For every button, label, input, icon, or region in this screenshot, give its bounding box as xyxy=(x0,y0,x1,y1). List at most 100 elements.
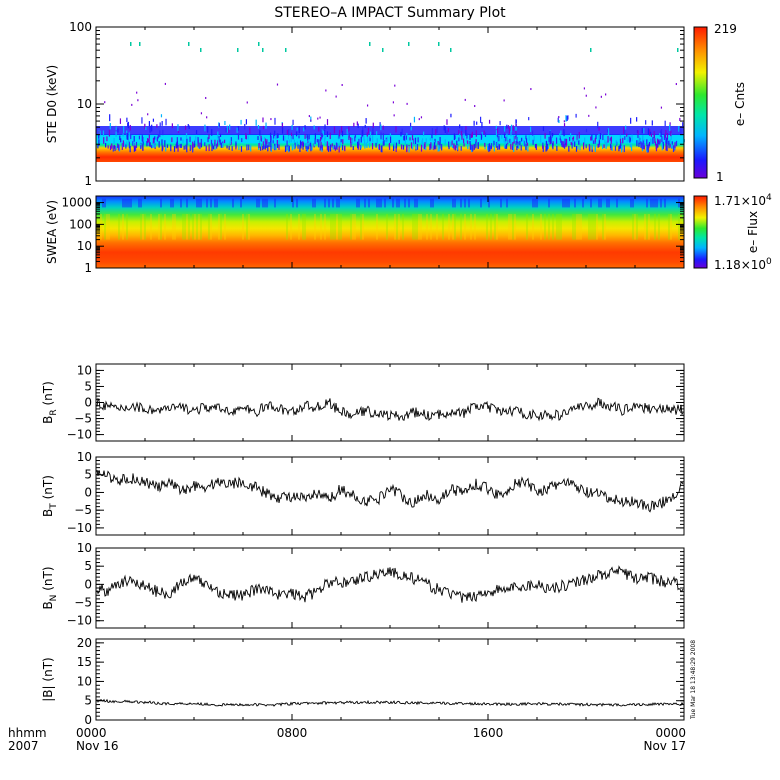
ste-count-mark xyxy=(549,135,552,143)
ste-count-mark xyxy=(506,133,508,139)
ste-count-mark xyxy=(521,137,523,142)
ste-count-mark xyxy=(405,134,407,140)
ste-count-mark xyxy=(547,145,550,149)
ste-count-mark xyxy=(530,88,532,91)
ste-count-mark xyxy=(303,127,305,132)
swea-stripe xyxy=(356,198,358,208)
swea-stripe xyxy=(292,198,294,208)
swea-stripe xyxy=(180,198,182,208)
ste-count-mark xyxy=(662,141,664,149)
ste-count-mark xyxy=(109,123,111,130)
ste-count-mark xyxy=(503,133,506,139)
ste-count-mark xyxy=(305,142,307,147)
ste-count-mark xyxy=(424,142,426,148)
ste-count-mark xyxy=(678,126,680,132)
ste-count-mark xyxy=(378,145,380,149)
ste-count-mark xyxy=(515,133,517,138)
ste-count-mark xyxy=(98,130,100,135)
ste-count-mark xyxy=(654,138,656,144)
ste-count-mark xyxy=(400,144,403,150)
swea-stripe xyxy=(632,213,634,240)
ste-count-mark xyxy=(123,126,125,133)
ste-count-mark xyxy=(542,142,544,147)
ste-count-mark xyxy=(247,135,249,140)
ste-count-mark xyxy=(643,145,645,150)
ste-count-mark xyxy=(380,124,382,131)
ste-count-mark xyxy=(332,146,334,150)
ste-count-mark xyxy=(565,115,567,122)
ste-count-mark xyxy=(360,136,362,143)
ste-count-mark xyxy=(309,142,311,147)
ste-count-mark xyxy=(159,130,161,138)
ste-count-mark xyxy=(504,141,506,145)
ste-count-mark xyxy=(473,143,475,150)
ste-count-mark xyxy=(275,143,277,151)
swea-stripe xyxy=(398,198,400,208)
ste-count-mark xyxy=(438,145,440,152)
ste-count-mark xyxy=(474,105,476,108)
ste-count-mark xyxy=(364,144,366,149)
ste-count-mark xyxy=(565,138,568,146)
swea-stripe xyxy=(128,198,130,208)
ste-count-mark xyxy=(540,135,542,143)
ste-count-mark xyxy=(655,144,658,152)
swea-stripe xyxy=(460,198,462,208)
ste-high-energy-mark xyxy=(408,42,410,46)
ste-count-mark xyxy=(117,128,119,133)
bn-frame xyxy=(95,547,685,629)
ste-count-mark xyxy=(503,138,505,143)
swea-stripe xyxy=(572,213,574,240)
ste-count-mark xyxy=(154,136,156,140)
ste-count-mark xyxy=(568,145,570,152)
ste-count-mark xyxy=(310,119,312,122)
ste-count-mark xyxy=(302,144,304,150)
br-ylabel-unit: (nT) xyxy=(41,381,55,409)
ste-count-mark xyxy=(365,142,368,147)
swea-stripe xyxy=(508,213,510,240)
ste-count-mark xyxy=(518,144,520,149)
ste-count-mark xyxy=(235,145,237,150)
ste-count-mark xyxy=(545,145,547,152)
swea-stripe xyxy=(514,213,516,240)
ste-count-mark xyxy=(456,140,458,146)
bt-series-line xyxy=(96,469,684,513)
ste-count-mark xyxy=(660,129,663,133)
x-tick-label: 0000 xyxy=(655,726,686,740)
ste-count-mark xyxy=(320,129,322,137)
ste-count-mark xyxy=(129,124,131,131)
swea-stripe xyxy=(598,198,600,208)
ste-count-mark xyxy=(226,125,228,133)
ste-count-mark xyxy=(98,134,100,139)
bn-y-tick-label: −5 xyxy=(74,596,92,610)
ste-count-mark xyxy=(510,142,512,150)
ste-count-mark xyxy=(560,139,562,143)
ste-count-mark xyxy=(308,115,310,118)
ste-count-mark xyxy=(646,145,649,150)
ste-count-mark xyxy=(319,145,321,151)
ste-count-mark xyxy=(675,140,678,147)
ste-count-mark xyxy=(319,116,321,119)
ste-count-mark xyxy=(369,131,372,138)
ste-high-energy-mark xyxy=(237,48,239,52)
swea-stripe xyxy=(448,213,450,240)
ste-count-mark xyxy=(380,145,382,152)
ste-count-mark xyxy=(386,139,388,143)
ste-count-mark xyxy=(270,137,272,143)
ste-count-mark xyxy=(607,129,609,133)
ste-count-mark xyxy=(284,145,287,152)
ste-count-mark xyxy=(511,146,514,151)
ste-count-mark xyxy=(257,124,260,129)
swea-stripe xyxy=(526,213,528,240)
ste-count-mark xyxy=(392,101,394,104)
swea-stripe xyxy=(396,198,398,208)
ste-count-mark xyxy=(156,124,158,128)
ste-count-mark xyxy=(671,145,673,149)
ste-count-mark xyxy=(611,144,613,151)
swea-colorbar-max: 1.71×104 xyxy=(714,193,772,208)
ste-count-mark xyxy=(314,138,316,145)
ste-count-mark xyxy=(171,137,173,143)
swea-stripe xyxy=(338,198,340,208)
ste-count-mark xyxy=(263,137,266,145)
ste-count-mark xyxy=(508,127,511,134)
ste-count-mark xyxy=(230,137,232,142)
